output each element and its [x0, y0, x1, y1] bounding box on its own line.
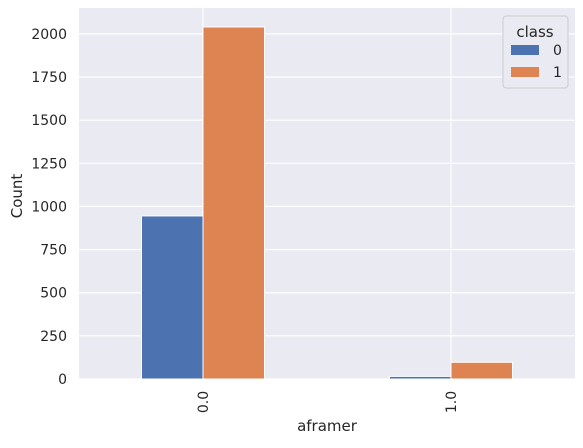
x-axis-label: aframer — [297, 417, 358, 435]
x-tick-labels: 0.0 1.0 — [196, 391, 460, 413]
y-tick-label: 0 — [58, 372, 67, 388]
legend-label-0: 0 — [553, 43, 562, 59]
x-tick-label: 1.0 — [444, 391, 460, 413]
bar-series-1-0.0 — [202, 26, 265, 380]
legend: class 0 1 — [502, 15, 569, 89]
y-tick-label: 1750 — [31, 70, 67, 86]
y-tick-label: 1000 — [31, 199, 67, 215]
legend-swatch-0 — [511, 45, 539, 55]
bar-series-0-0.0 — [141, 215, 204, 380]
y-tick-label: 750 — [40, 243, 67, 259]
legend-title: class — [516, 23, 553, 41]
y-tick-label: 250 — [40, 329, 67, 345]
bar-series-1-1.0 — [450, 361, 513, 380]
y-tick-label: 2000 — [31, 27, 67, 43]
x-tick-label: 0.0 — [196, 391, 212, 413]
y-axis-label: Count — [8, 174, 26, 219]
y-tick-label: 1500 — [31, 113, 67, 129]
legend-label-1: 1 — [553, 65, 562, 81]
y-tick-label: 1250 — [31, 156, 67, 172]
y-tick-labels: 0 250 500 750 1000 1250 1500 1750 2000 — [31, 27, 67, 388]
legend-swatch-1 — [511, 67, 539, 77]
y-tick-label: 500 — [40, 286, 67, 302]
bar-series-0-1.0 — [389, 375, 452, 380]
bars — [141, 26, 513, 380]
